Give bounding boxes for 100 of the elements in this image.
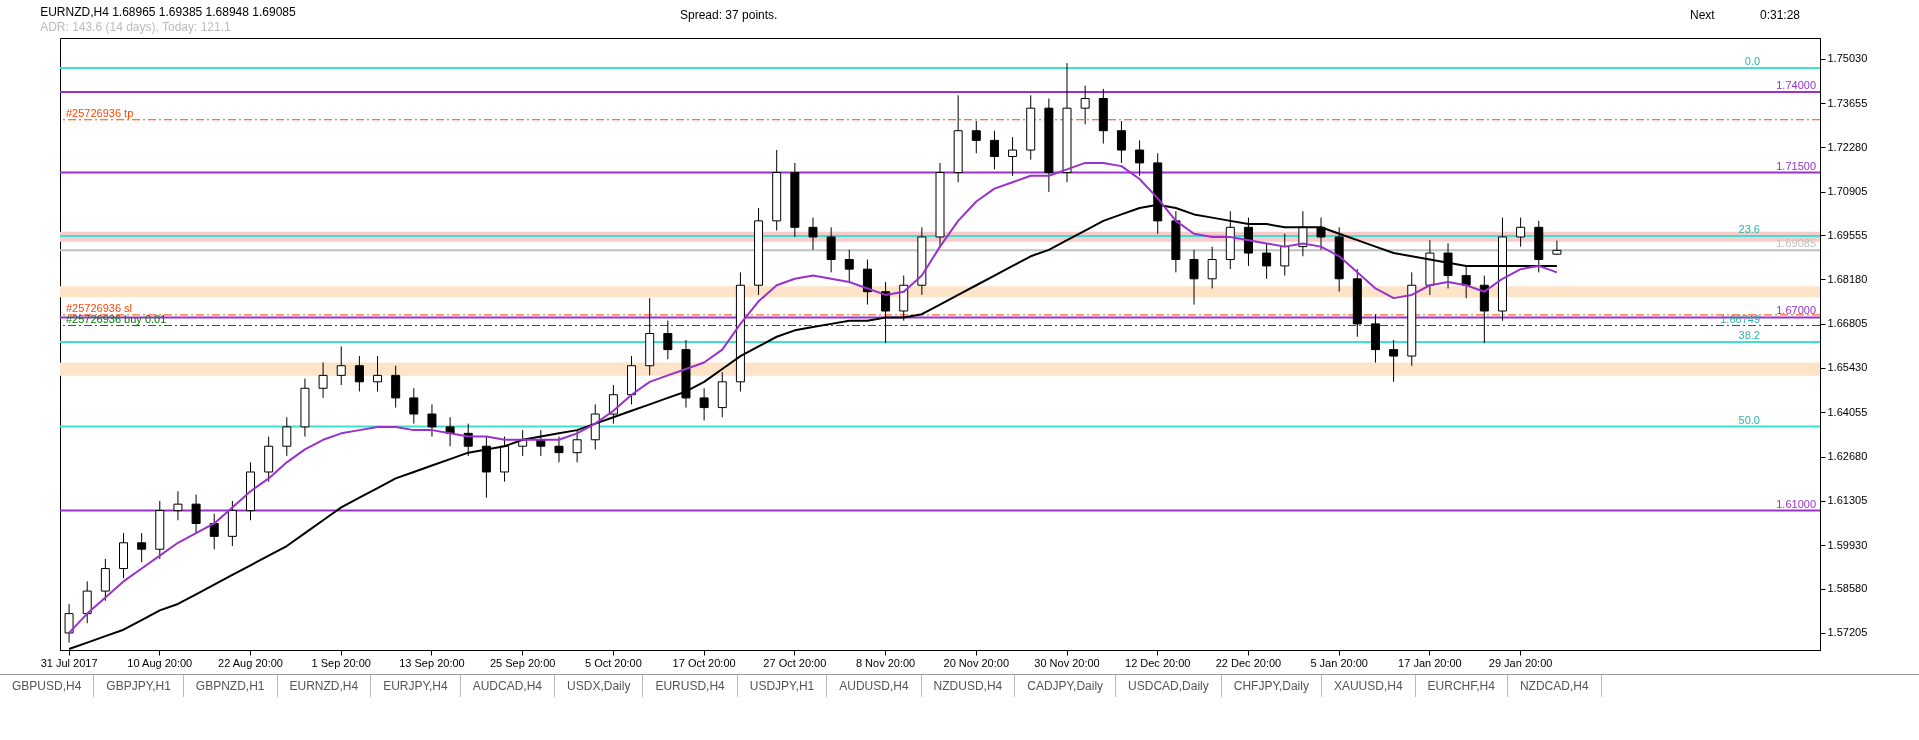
ref-line-label: 1.74000: [1776, 79, 1816, 92]
candlestick: [282, 416, 292, 457]
x-tick-label: 29 Jan 20:00: [1488, 656, 1553, 669]
annotation: 38.2: [1738, 328, 1760, 341]
x-tick-label: 20 Nov 20:00: [943, 656, 1010, 669]
y-tick-label: 1.66805: [1827, 317, 1868, 330]
text: 0:31:28: [1760, 8, 1801, 22]
x-tick-label: 25 Sep 20:00: [489, 656, 556, 669]
text: EURJPY,H4: [371, 675, 461, 697]
candlestick: [1262, 242, 1272, 280]
candlestick: [209, 513, 219, 550]
x-tick-label: 5 Jan 20:00: [1310, 656, 1368, 669]
x-tick-label: 17 Oct 20:00: [672, 656, 736, 669]
candlestick: [971, 120, 981, 154]
text: Spread: 37 points.: [680, 8, 778, 22]
candlestick: [82, 580, 92, 624]
text: NZDUSD,H4: [921, 675, 1016, 697]
candlestick: [699, 387, 709, 421]
text: USDJPY,H1: [737, 675, 828, 697]
text: NZDCAD,H4: [1507, 675, 1602, 697]
annotation: 0.0: [1744, 54, 1760, 67]
chart-subtitle: ADR: 143.6 (14 days), Today: 121.1: [40, 20, 232, 34]
candlestick: [881, 281, 891, 344]
candlestick: [572, 429, 582, 463]
text: Next: [1690, 8, 1715, 22]
annotation: 23.6: [1738, 222, 1760, 235]
x-tick-label: 10 Aug 20:00: [127, 656, 193, 669]
text: CHFJPY,Daily: [1221, 675, 1322, 697]
candlestick: [808, 217, 818, 251]
x-tick-label: 5 Oct 20:00: [584, 656, 642, 669]
candlestick: [826, 226, 836, 273]
x-tick-label: 8 Nov 20:00: [855, 656, 916, 669]
candlestick: [445, 416, 455, 447]
y-tick-label: 1.70905: [1827, 185, 1868, 198]
y-tick-label: 1.65430: [1827, 361, 1868, 374]
text: XAUUSD,H4: [1321, 675, 1416, 697]
candlestick: [1461, 265, 1471, 299]
candlestick: [663, 320, 673, 360]
candlestick: [354, 355, 364, 392]
x-tick-label: 27 Oct 20:00: [763, 656, 827, 669]
candlestick: [1552, 240, 1562, 256]
annotation: 50.0: [1738, 413, 1760, 426]
candlestick: [1116, 120, 1126, 164]
x-tick-label: 17 Jan 20:00: [1398, 656, 1462, 669]
x-tick-label: 12 Dec 20:00: [1125, 656, 1191, 669]
ref-line-label: 1.69085: [1776, 237, 1816, 250]
candlestick: [1316, 217, 1326, 251]
candlestick: [1189, 249, 1199, 306]
candlestick: [191, 494, 201, 534]
ref-line-label: 1.71500: [1776, 159, 1816, 172]
ref-line-label: 1.61000: [1776, 497, 1816, 510]
y-tick-label: 1.69555: [1827, 228, 1868, 241]
candlestick: [1135, 139, 1145, 177]
y-tick-label: 1.57205: [1827, 626, 1868, 639]
x-tick-label: 22 Dec 20:00: [1215, 656, 1282, 669]
candlestick: [100, 558, 110, 602]
x-tick-label: 30 Nov 20:00: [1034, 656, 1100, 669]
y-tick-label: 1.75030: [1827, 52, 1868, 65]
candlestick: [554, 436, 564, 463]
text: EURNZD,H4: [277, 675, 372, 697]
y-tick-label: 1.73655: [1827, 96, 1868, 109]
candlestick: [1516, 217, 1526, 248]
candlestick: [64, 603, 74, 644]
ref-line-label: #25726936 tp: [66, 106, 134, 119]
chart-title: EURNZD,H4 1.68965 1.69385 1.68948 1.69085: [40, 5, 296, 19]
x-tick-label: 22 Aug 20:00: [218, 656, 283, 669]
candlestick: [1008, 136, 1018, 177]
ref-line-label: #25726936 sl: [66, 301, 133, 314]
text: AUDCAD,H4: [460, 675, 556, 697]
candlestick: [318, 362, 328, 399]
candlestick: [844, 249, 854, 283]
text: USDX,Daily: [555, 675, 644, 697]
candlestick: [373, 355, 383, 392]
candlestick: [336, 345, 346, 386]
candlestick: [862, 258, 872, 306]
text: EURCHF,H4: [1415, 675, 1508, 697]
candlestick: [391, 365, 401, 409]
y-tick-label: 1.68180: [1827, 272, 1868, 285]
y-tick-label: 1.58580: [1827, 582, 1868, 595]
text: EURUSD,H4: [643, 675, 738, 697]
candlestick: [173, 490, 183, 521]
text: USDCAD,Daily: [1116, 675, 1222, 697]
y-tick-label: 1.64055: [1827, 405, 1868, 418]
candlestick: [1280, 233, 1290, 277]
y-tick-label: 1.61305: [1827, 494, 1868, 507]
candlestick: [427, 403, 437, 438]
candlestick: [137, 532, 147, 563]
text: CADJPY,Daily: [1015, 675, 1117, 697]
text: GBPJPY,H1: [94, 675, 184, 697]
candlestick: [608, 384, 618, 425]
candlestick: [989, 130, 999, 170]
x-tick-label: 1 Sep 20:00: [311, 656, 371, 669]
y-tick-label: 1.62680: [1827, 450, 1868, 463]
y-tick-label: 1.72280: [1827, 140, 1868, 153]
x-tick-label: 31 Jul 2017: [40, 656, 98, 669]
candlestick: [409, 387, 419, 425]
text: AUDUSD,H4: [827, 675, 922, 697]
text: GBPUSD,H4: [0, 675, 95, 697]
text: GBPNZD,H1: [183, 675, 278, 697]
y-tick-label: 1.59930: [1827, 538, 1868, 551]
